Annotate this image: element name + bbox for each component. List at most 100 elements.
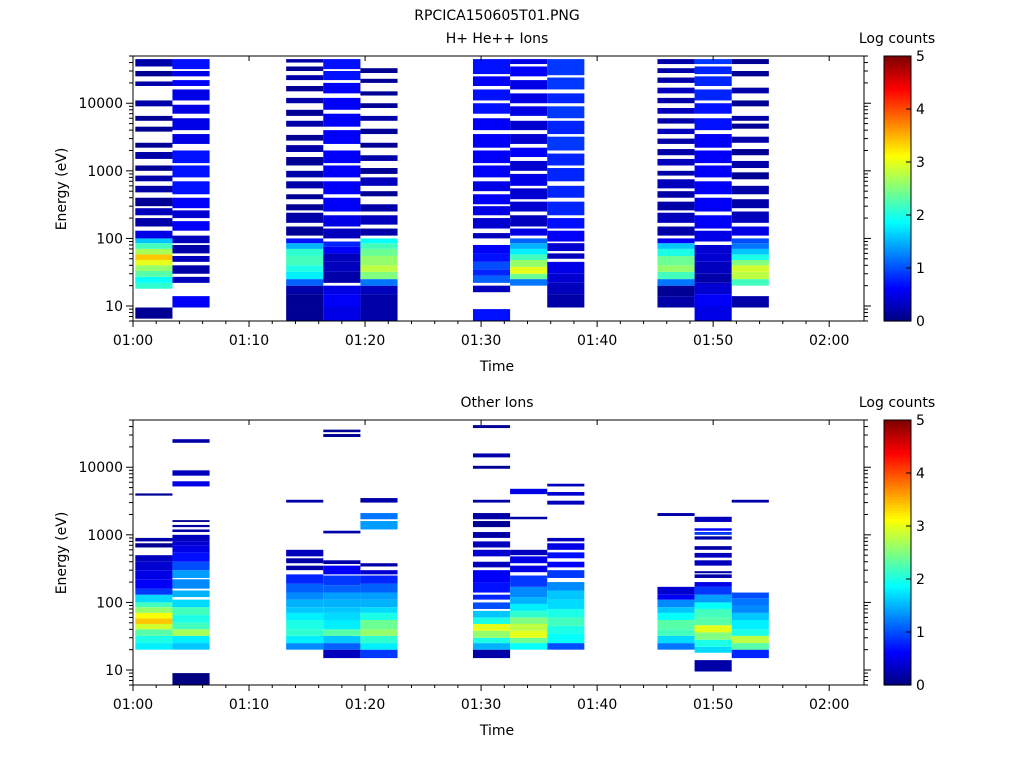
heatmap-cell [731, 592, 769, 599]
colorbar-swatch [884, 209, 911, 213]
heatmap-cell [135, 612, 173, 619]
heatmap-cell [510, 643, 548, 650]
colorbar-swatch [884, 74, 911, 78]
heatmap-cell [547, 185, 585, 198]
colorbar-swatch [884, 449, 911, 453]
colorbar-swatch [884, 584, 911, 588]
colorbar-swatch [884, 315, 911, 319]
colorbar-swatch [884, 531, 911, 535]
heatmap-cell [657, 128, 695, 135]
colorbar-swatch [884, 441, 911, 445]
heatmap-cell [510, 637, 548, 644]
heatmap-cell [360, 265, 398, 272]
colorbar-swatch [884, 647, 911, 652]
heatmap-cell [657, 599, 695, 608]
colorbar-swatch [884, 71, 911, 76]
heatmap-cell [694, 560, 732, 566]
heatmap-cell [286, 212, 324, 223]
heatmap-cell [731, 279, 769, 286]
heatmap-cell [547, 218, 585, 229]
heatmap-cell [172, 181, 210, 195]
heatmap-cell [694, 230, 732, 242]
heatmap-cell [323, 113, 361, 127]
x-tick-label: 01:40 [577, 333, 617, 349]
heatmap-cell [135, 579, 173, 589]
colorbar-swatch [884, 159, 911, 163]
colorbar-swatch [884, 639, 911, 644]
heatmap-cell [286, 134, 324, 141]
heatmap-cell [172, 529, 210, 533]
heatmap-cell [360, 215, 398, 225]
heatmap-cell [510, 565, 548, 573]
colorbar-swatch [884, 541, 911, 546]
heatmap-cell [286, 271, 324, 280]
heatmap-cell [657, 77, 695, 83]
heatmap-cell [286, 226, 324, 236]
heatmap-cell [360, 204, 398, 212]
heatmap-cell [510, 597, 548, 604]
heatmap-cell [731, 172, 769, 180]
heatmap-cell [731, 629, 769, 636]
heatmap-cell [323, 246, 361, 254]
heatmap-cell [323, 560, 361, 565]
heatmap-cell [731, 136, 769, 143]
heatmap-cell [286, 145, 324, 152]
heatmap-cell [286, 635, 324, 644]
colorbar-swatch [884, 451, 911, 456]
colorbar-swatch [884, 589, 911, 593]
heatmap-cell [172, 118, 210, 131]
heatmap-cell [694, 546, 732, 550]
heatmap-cell [135, 643, 173, 650]
heatmap-cell [172, 673, 210, 685]
heatmap-cell [323, 241, 361, 247]
heatmap-cell [510, 556, 548, 564]
heatmap-cell [472, 233, 511, 239]
colorbar-swatch [884, 254, 911, 258]
heatmap-cell [135, 555, 173, 562]
colorbar-swatch [884, 555, 911, 559]
heatmap-cell [172, 70, 210, 77]
heatmap-cell [731, 271, 769, 280]
colorbar-swatch [884, 512, 911, 516]
colorbar-swatch [884, 77, 911, 81]
heatmap-cell [135, 175, 173, 182]
heatmap-cell [657, 226, 695, 236]
colorbar: 0 1 2 3 4 5 [883, 49, 925, 330]
colorbar-swatch [884, 526, 911, 530]
heatmap-cell [286, 279, 324, 286]
heatmap-cell [657, 238, 695, 244]
heatmap-cell [360, 255, 398, 266]
colorbar-tick-label: 1 [916, 625, 925, 641]
colorbar-swatch [884, 438, 911, 442]
heatmap-cell [135, 243, 173, 249]
heatmap-cell [472, 261, 511, 270]
x-tick-label: 01:30 [461, 333, 501, 349]
heatmap-cell [286, 75, 324, 81]
heatmap-cell [472, 285, 511, 293]
colorbar-swatch [884, 127, 911, 131]
heatmap-cell [657, 255, 695, 266]
colorbar-swatch [884, 682, 911, 686]
heatmap-cell [657, 108, 695, 114]
heatmap-cell [547, 643, 585, 650]
colorbar-swatch [884, 494, 911, 498]
heatmap-cell [135, 537, 173, 542]
x-axis: 01:00 01:10 01:20 01:30 01:40 01:50 02:00 [113, 56, 849, 349]
heatmap-cell [172, 545, 210, 553]
heatmap-cell [510, 106, 548, 116]
colorbar-swatch [884, 177, 911, 182]
colorbar-swatch [884, 594, 911, 599]
heatmap-cell [731, 243, 769, 249]
heatmap-cell [323, 530, 361, 534]
colorbar-swatch [884, 156, 911, 160]
heatmap-cell [286, 294, 324, 306]
colorbar-swatch [884, 151, 911, 155]
colorbar-swatch [884, 238, 911, 243]
heatmap-cell [323, 261, 361, 272]
heatmap-cell [172, 59, 210, 70]
colorbar-tick-label: 5 [916, 413, 925, 429]
colorbar-swatch [884, 520, 911, 524]
heatmap-cell [360, 649, 398, 659]
colorbar-swatch [884, 79, 911, 84]
colorbar-swatch [884, 273, 911, 277]
